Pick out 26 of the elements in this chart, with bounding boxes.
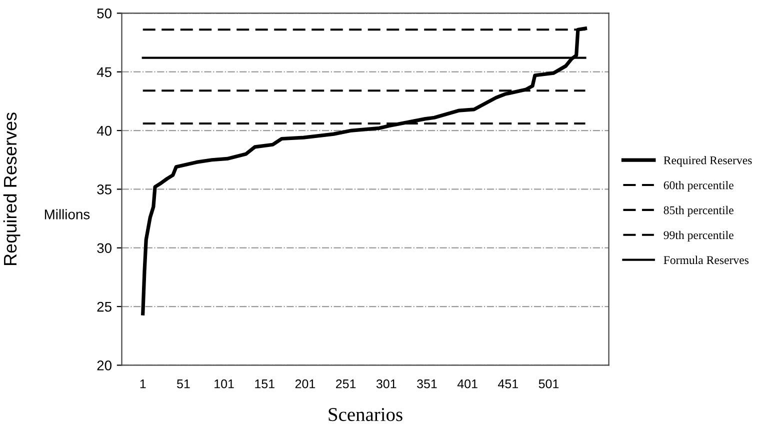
x-tick-label: 501 (538, 379, 559, 388)
x-tick-label: 451 (498, 380, 518, 388)
legend-label: Required Reserves (664, 156, 752, 167)
y-tick-label: 20 (97, 360, 112, 370)
x-tick-label: 351 (417, 379, 437, 388)
legend-label: 99th percentile (664, 230, 734, 242)
legend-label: 85th percentile (664, 206, 734, 217)
y-tick-label: 50 (97, 8, 112, 18)
x-tick-label: 201 (295, 379, 316, 388)
y-tick-label: 35 (97, 184, 112, 194)
y-axis-title: Required Reserves (3, 112, 20, 265)
x-tick-label: 301 (376, 379, 396, 388)
x-tick-label: 51 (177, 380, 190, 388)
text: Millions (44, 209, 90, 220)
x-tick-label: 151 (255, 380, 274, 388)
x-tick-label: 251 (336, 379, 356, 388)
x-tick-label: 1 (140, 380, 146, 388)
legend-label: Formula Reserves (664, 256, 749, 264)
legend-label: 60th percentile (664, 180, 734, 192)
y-tick-label: 25 (97, 302, 112, 312)
x-tick-label: 101 (214, 379, 234, 388)
x-axis-title: Scenarios (328, 408, 402, 422)
y-tick-label: 40 (96, 126, 112, 136)
y-tick-label: 45 (96, 67, 112, 78)
x-tick-label: 401 (457, 379, 478, 388)
y-tick-label: 30 (97, 243, 112, 254)
